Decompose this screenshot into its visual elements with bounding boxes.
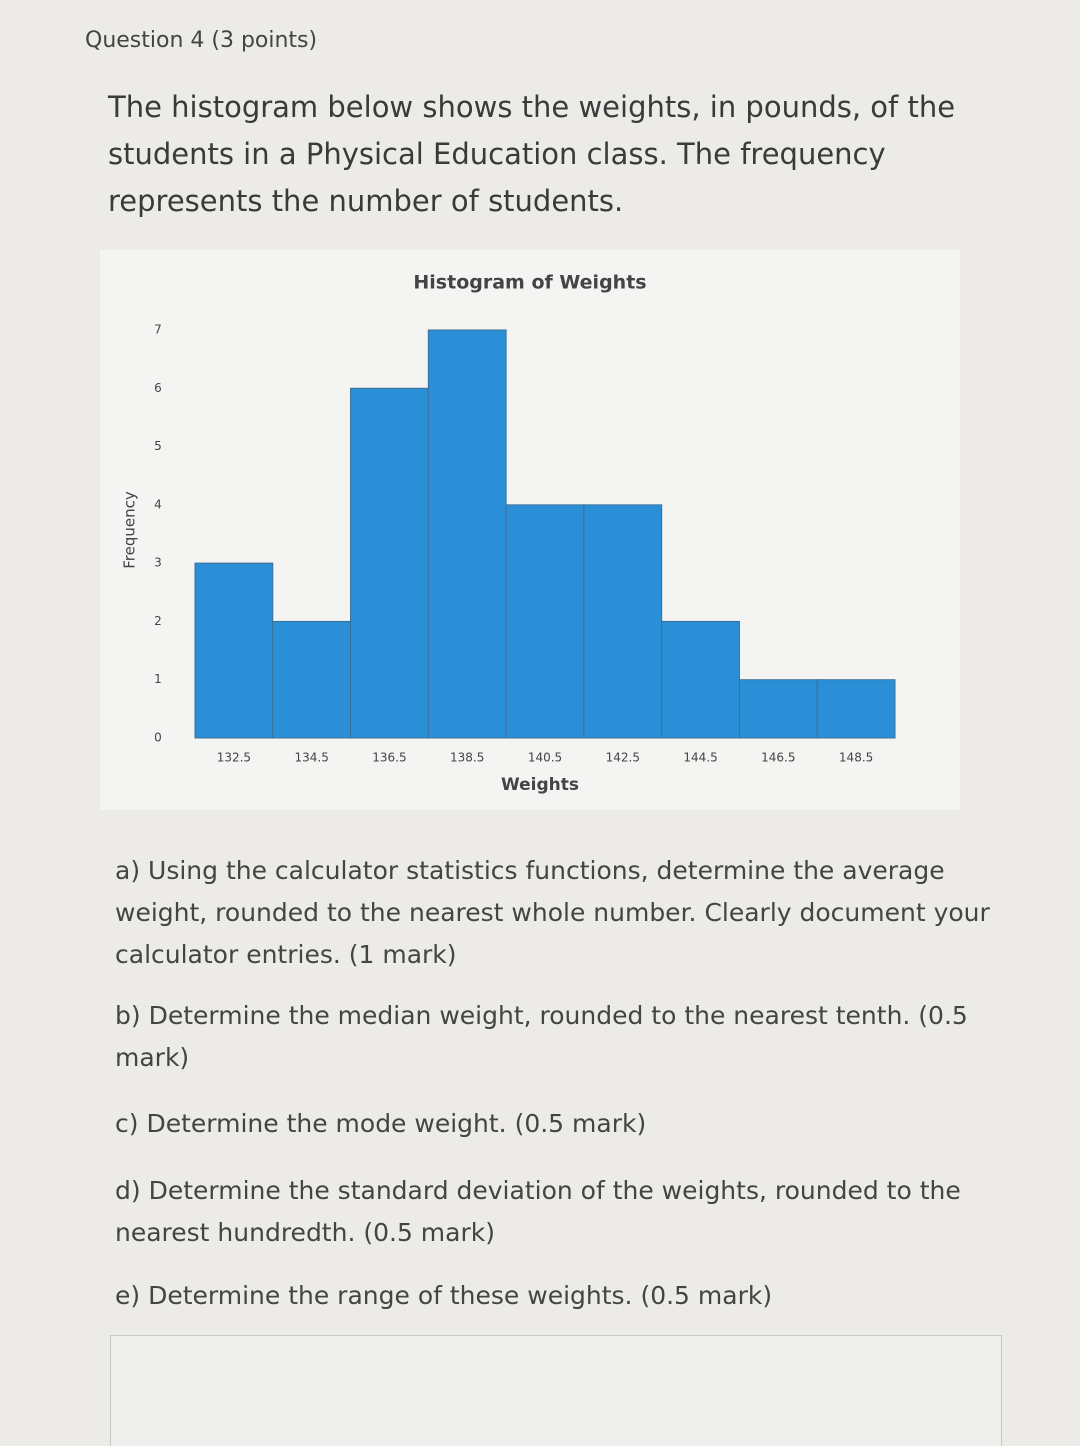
bar <box>427 329 507 739</box>
y-tick-label: 5 <box>154 439 162 453</box>
question-d: d) Determine the standard deviation of t… <box>115 1176 961 1247</box>
x-tick-label: 146.5 <box>761 751 795 765</box>
question-c: c) Determine the mode weight. (0.5 mark) <box>115 1109 647 1138</box>
x-tick-label: 140.5 <box>528 751 562 765</box>
question-b: b) Determine the median weight, rounded … <box>115 1001 968 1072</box>
intro-text: The histogram below shows the weights, i… <box>108 90 956 218</box>
question-e: e) Determine the range of these weights.… <box>115 1281 773 1310</box>
x-tick-label: 138.5 <box>450 751 484 765</box>
y-tick-label: 7 <box>154 323 162 337</box>
x-tick-label: 136.5 <box>372 751 406 765</box>
x-tick-label: 134.5 <box>294 751 328 765</box>
bar <box>738 679 818 739</box>
x-tick-label: 144.5 <box>683 751 717 765</box>
y-tick-label: 4 <box>154 497 162 511</box>
answer-box[interactable] <box>110 1335 1002 1446</box>
y-tick-label: 1 <box>154 672 162 686</box>
x-tick-label: 132.5 <box>217 751 251 765</box>
bar <box>583 504 663 739</box>
bar <box>661 620 740 739</box>
y-axis-label: Frequency <box>121 491 139 569</box>
bar <box>505 504 585 739</box>
y-tick-label: 3 <box>154 556 162 570</box>
x-axis-label: Weights <box>501 775 579 795</box>
bar <box>272 620 352 739</box>
bar <box>350 387 429 739</box>
bar <box>816 679 896 739</box>
bar <box>194 562 274 739</box>
y-tick-label: 6 <box>154 381 162 395</box>
y-tick-label: 0 <box>154 731 162 745</box>
y-tick-label: 2 <box>154 614 162 628</box>
chart: Histogram of Weights Weights Frequency 0… <box>100 250 960 810</box>
question-title: Question 4 (3 points) <box>85 28 318 53</box>
x-tick-label: 142.5 <box>606 751 640 765</box>
chart-title: Histogram of Weights <box>413 272 646 294</box>
question-a: a) Using the calculator statistics funct… <box>115 856 990 969</box>
x-tick-label: 148.5 <box>839 751 873 765</box>
